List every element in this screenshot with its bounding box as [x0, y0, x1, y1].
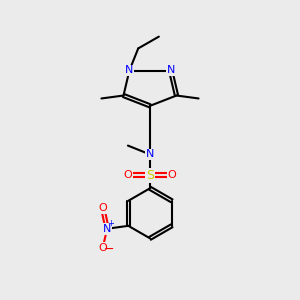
Text: N: N	[125, 65, 134, 76]
Text: O: O	[98, 203, 107, 213]
Text: +: +	[107, 219, 114, 228]
Text: S: S	[146, 169, 154, 182]
Text: N: N	[103, 224, 111, 234]
Text: N: N	[167, 65, 175, 76]
Text: O: O	[168, 170, 176, 180]
Text: O: O	[98, 243, 107, 253]
Text: −: −	[104, 243, 114, 256]
Text: N: N	[146, 149, 154, 159]
Text: O: O	[124, 170, 132, 180]
